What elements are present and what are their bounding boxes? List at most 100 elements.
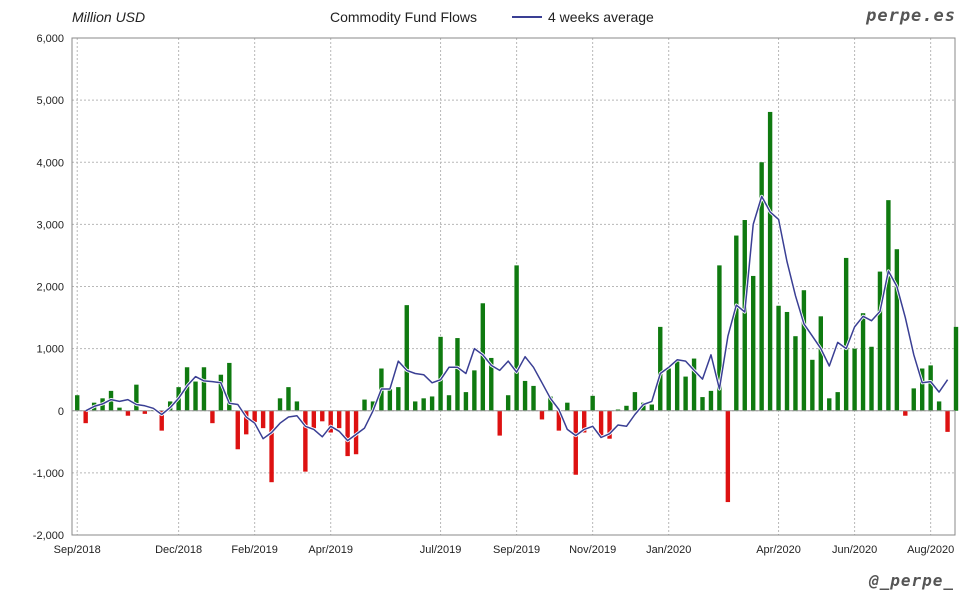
flow-bar <box>725 410 731 503</box>
flow-bar <box>835 392 840 411</box>
social-handle: @_perpe_ <box>868 571 954 590</box>
x-tick-label: Jul/2019 <box>420 544 462 556</box>
flow-bar <box>658 326 663 411</box>
x-tick-label: Aug/2020 <box>907 544 954 556</box>
flow-bar <box>421 398 426 411</box>
flow-bar <box>413 401 418 411</box>
flow-bar <box>818 316 824 411</box>
flow-bar <box>489 357 494 411</box>
flow-bar <box>565 402 570 411</box>
flow-bar <box>784 311 790 411</box>
flow-bar <box>843 257 849 411</box>
legend-line-swatch <box>512 16 542 18</box>
flow-bar <box>497 410 502 436</box>
average-line <box>85 195 949 442</box>
flow-bar <box>505 395 511 411</box>
flow-bar <box>903 410 908 416</box>
flow-bar <box>142 410 148 414</box>
flow-bar <box>590 395 595 411</box>
flow-bar <box>260 410 266 429</box>
flow-bar <box>801 290 807 411</box>
x-tick-label: Sep/2019 <box>493 544 540 556</box>
flow-bar <box>649 404 655 411</box>
y-tick-label: -2,000 <box>33 530 64 542</box>
legend: 4 weeks average <box>512 9 654 25</box>
flow-bar <box>539 410 545 420</box>
x-tick-label: Jan/2020 <box>646 544 691 556</box>
flow-bar <box>674 359 680 411</box>
flow-bar <box>320 410 325 422</box>
flow-bar <box>666 368 671 411</box>
x-tick-label: Dec/2018 <box>155 544 202 556</box>
legend-label: 4 weeks average <box>548 9 654 25</box>
flow-bar <box>193 381 198 411</box>
flow-bar <box>303 410 308 472</box>
flow-bar <box>556 410 562 431</box>
flow-bar <box>767 111 773 411</box>
flow-bar <box>227 362 232 411</box>
flow-bar <box>201 367 207 411</box>
brand-watermark: perpe.es <box>866 6 956 26</box>
x-tick-label: Sep/2018 <box>54 544 101 556</box>
y-tick-label: -1,000 <box>33 468 64 480</box>
flow-bar <box>294 401 300 411</box>
flow-bar <box>404 305 409 411</box>
flow-bar <box>210 410 215 424</box>
flow-bar <box>945 410 950 432</box>
flow-bar <box>877 271 883 411</box>
flow-bar <box>624 405 629 411</box>
x-tick-label: Apr/2020 <box>756 544 801 556</box>
flow-bar <box>632 392 638 411</box>
flow-bar <box>793 336 798 411</box>
flow-bar <box>218 374 224 411</box>
chart-title: Commodity Fund Flows <box>330 9 478 25</box>
flow-bar <box>83 410 88 424</box>
x-tick-label: Feb/2019 <box>231 544 277 556</box>
flow-bar <box>860 313 866 411</box>
flow-bar <box>159 410 164 431</box>
flow-bar <box>252 410 257 422</box>
flow-bar <box>776 305 781 411</box>
y-tick-label: 6,000 <box>36 33 64 45</box>
flow-bar <box>886 200 891 411</box>
flow-bar <box>370 401 376 411</box>
flow-bar <box>244 410 249 435</box>
flow-bar <box>894 249 900 411</box>
flow-bar <box>615 409 621 411</box>
y-tick-label: 1,000 <box>36 344 64 356</box>
flow-bar <box>455 338 460 411</box>
flow-bar <box>235 410 240 450</box>
flow-bar <box>446 395 452 411</box>
flow-bar <box>598 410 604 438</box>
flow-bar <box>184 367 190 411</box>
flow-bar <box>548 396 553 411</box>
flow-bar <box>472 370 477 411</box>
flow-bar <box>734 235 739 411</box>
flow-bar <box>936 401 942 411</box>
flow-bar <box>691 358 697 411</box>
y-tick-label: 5,000 <box>36 95 64 107</box>
flow-bar <box>742 220 747 411</box>
flow-bar <box>708 390 714 411</box>
flow-bar <box>311 410 317 429</box>
flow-bar <box>345 410 350 457</box>
flow-bar <box>573 410 578 475</box>
flow-bar <box>928 365 933 411</box>
flow-bar <box>362 399 367 411</box>
flow-bar <box>117 407 122 411</box>
flow-bar <box>336 410 342 429</box>
flow-bar <box>920 368 925 411</box>
flow-bar <box>827 398 832 411</box>
flow-bar <box>134 384 139 411</box>
flow-bar <box>869 346 874 411</box>
flow-bar <box>751 275 756 411</box>
y-tick-label: 4,000 <box>36 157 64 169</box>
flow-bar <box>429 396 435 411</box>
flow-bar <box>269 410 274 483</box>
flow-bar <box>911 388 916 411</box>
flow-bar <box>396 387 401 411</box>
y-tick-label: 0 <box>58 406 64 418</box>
flow-bar <box>607 410 612 439</box>
